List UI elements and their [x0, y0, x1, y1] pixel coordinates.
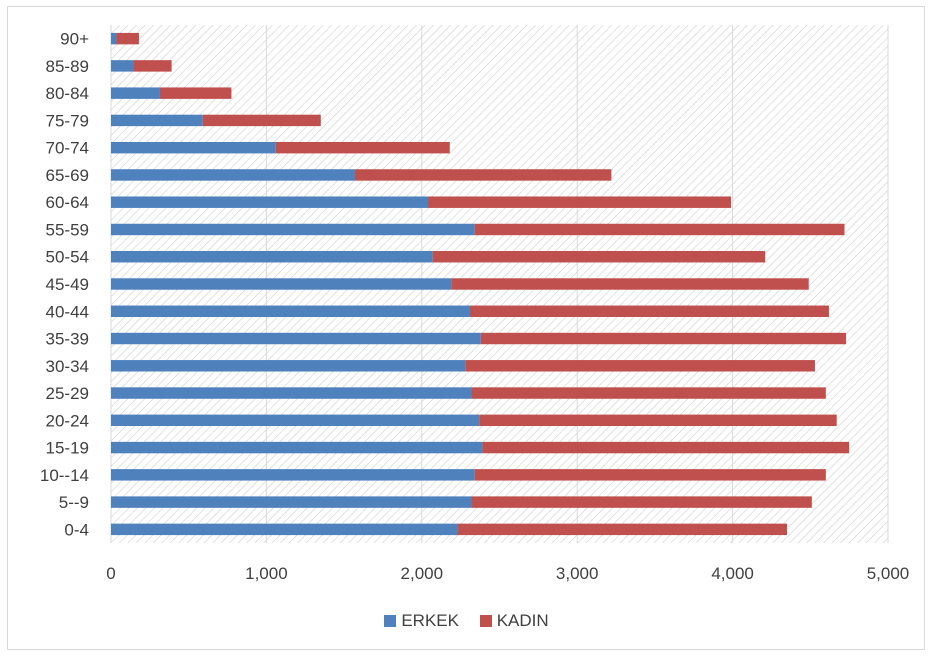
bar-kadin-25-29 — [471, 387, 826, 399]
bar-erkek-35-39 — [111, 332, 481, 345]
bar-kadin-20-24 — [479, 414, 837, 427]
legend-item-kadin: KADIN — [479, 611, 549, 631]
bar-kadin-70-74 — [275, 141, 450, 154]
bar-kadin-90+ — [116, 32, 139, 45]
x-tick-label: 5,000 — [867, 564, 910, 583]
y-tick-label: 70-74 — [46, 139, 89, 158]
y-tick-label: 30-34 — [46, 357, 89, 376]
x-tick-label: 2,000 — [401, 564, 444, 583]
bar-kadin-85-89 — [133, 60, 172, 72]
bar-kadin-30-34 — [465, 360, 815, 372]
bar-erkek-65-69 — [111, 169, 355, 181]
bar-erkek-60-64 — [111, 196, 429, 208]
bar-kadin-5--9 — [471, 496, 812, 508]
y-tick-label: 10--14 — [40, 466, 89, 485]
bar-erkek-30-34 — [111, 360, 466, 372]
y-tick-label: 90+ — [60, 30, 89, 49]
y-tick-label: 50-54 — [46, 248, 89, 267]
y-tick-label: 25-29 — [46, 384, 89, 403]
bar-erkek-5--9 — [111, 496, 472, 508]
bar-erkek-70-74 — [111, 141, 276, 154]
legend-label-erkek: ERKEK — [401, 611, 459, 630]
x-tick-label: 4,000 — [711, 564, 754, 583]
bar-erkek-10--14 — [111, 469, 475, 481]
bar-erkek-25-29 — [111, 387, 472, 399]
y-tick-label: 20-24 — [46, 411, 89, 430]
bar-erkek-20-24 — [111, 414, 480, 427]
bar-erkek-45-49 — [111, 278, 452, 290]
y-tick-label: 85-89 — [46, 57, 89, 76]
bar-kadin-10--14 — [474, 469, 826, 481]
y-tick-label: 65-69 — [46, 166, 89, 185]
bar-kadin-75-79 — [202, 114, 321, 127]
bar-kadin-15-19 — [482, 441, 850, 454]
y-tick-label: 0-4 — [64, 520, 89, 539]
bar-erkek-85-89 — [111, 60, 134, 72]
legend-label-kadin: KADIN — [496, 611, 549, 630]
bar-erkek-0-4 — [111, 523, 458, 536]
bar-kadin-0-4 — [457, 523, 787, 536]
bar-erkek-55-59 — [111, 223, 475, 236]
legend-item-erkek: ERKEK — [384, 611, 459, 631]
y-tick-label: 75-79 — [46, 111, 89, 130]
bar-kadin-35-39 — [480, 332, 847, 345]
bar-erkek-15-19 — [111, 441, 483, 454]
legend: ERKEK KADIN — [0, 611, 933, 632]
bar-kadin-65-69 — [354, 169, 612, 181]
y-tick-label: 55-59 — [46, 220, 89, 239]
y-tick-label: 45-49 — [46, 275, 89, 294]
bar-erkek-40-44 — [111, 305, 470, 317]
bar-kadin-45-49 — [451, 278, 809, 290]
legend-swatch-erkek — [384, 615, 397, 627]
y-tick-label: 80-84 — [46, 84, 89, 103]
legend-swatch-kadin — [479, 615, 492, 627]
bar-kadin-80-84 — [159, 87, 232, 99]
x-tick-label: 1,000 — [245, 564, 288, 583]
y-tick-label: 35-39 — [46, 330, 89, 349]
y-tick-label: 60-64 — [46, 193, 89, 212]
bar-kadin-60-64 — [428, 196, 732, 208]
bar-erkek-80-84 — [111, 87, 160, 99]
y-tick-label: 40-44 — [46, 302, 89, 321]
bar-kadin-50-54 — [432, 251, 766, 263]
bar-kadin-40-44 — [469, 305, 829, 317]
bar-kadin-55-59 — [474, 223, 845, 236]
y-tick-label: 5--9 — [59, 493, 89, 512]
y-tick-label: 15-19 — [46, 439, 89, 458]
x-tick-label: 0 — [106, 564, 115, 583]
bar-erkek-90+ — [111, 32, 117, 45]
bar-erkek-75-79 — [111, 114, 203, 127]
x-tick-label: 3,000 — [556, 564, 599, 583]
bar-erkek-50-54 — [111, 251, 433, 263]
